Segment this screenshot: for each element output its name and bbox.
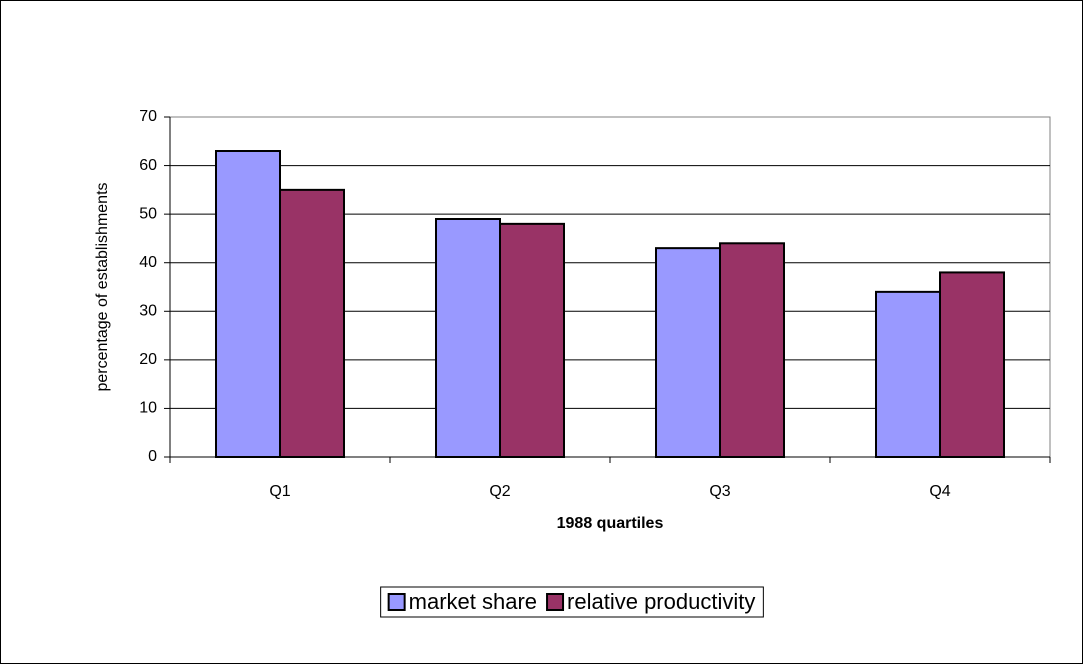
- y-tick-label: 50: [139, 205, 157, 222]
- bar: [279, 188, 345, 458]
- legend-swatch: [387, 593, 406, 611]
- y-tick-label: 70: [139, 108, 157, 125]
- x-axis-label: 1988 quartiles: [557, 515, 664, 532]
- y-tick-label: 20: [139, 351, 157, 368]
- bar: [215, 150, 281, 458]
- y-tick-label: 10: [139, 400, 157, 417]
- y-tick-label: 60: [139, 157, 157, 174]
- x-tick-label: Q3: [709, 483, 730, 500]
- x-tick-label: Q2: [489, 483, 510, 500]
- y-tick-label: 40: [139, 254, 157, 271]
- legend-box: [380, 586, 764, 618]
- bar: [655, 247, 721, 458]
- bar: [875, 290, 941, 458]
- y-tick-label: 30: [139, 303, 157, 320]
- bar: [719, 242, 785, 458]
- x-tick-label: Q4: [929, 483, 950, 500]
- bar: [939, 271, 1005, 458]
- bar: [499, 222, 565, 458]
- legend: market share relative productivity: [380, 586, 764, 618]
- y-tick-label: 0: [148, 448, 157, 465]
- legend-label: relative productivity: [567, 589, 755, 614]
- x-tick-label: Q1: [269, 483, 290, 500]
- legend-label: market share: [409, 589, 537, 614]
- legend-swatch: [546, 593, 565, 611]
- bar: [435, 218, 501, 458]
- y-axis-label: percentage of establishments: [94, 182, 111, 391]
